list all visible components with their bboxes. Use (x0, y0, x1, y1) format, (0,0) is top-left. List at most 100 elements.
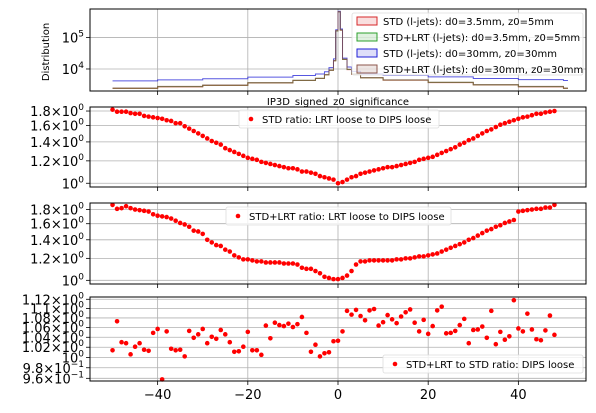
data-point (430, 154, 435, 160)
data-point (295, 262, 300, 267)
data-point (286, 261, 291, 266)
y-tick-exponent: 0 (78, 134, 84, 144)
data-point (110, 107, 115, 112)
legend-marker (235, 213, 241, 219)
data-point (439, 304, 445, 309)
data-point (376, 258, 381, 263)
data-point (110, 202, 115, 208)
y-tick-base: 10 (62, 331, 79, 346)
data-point (254, 259, 260, 264)
data-point (114, 206, 120, 212)
data-point (313, 342, 318, 348)
data-point (204, 340, 210, 346)
y-tick-label: 1.6×100 (30, 216, 84, 233)
data-point (461, 240, 467, 245)
y-tick-label: 105 (62, 29, 84, 46)
data-point (304, 266, 309, 272)
data-point (182, 123, 187, 129)
data-point (389, 258, 395, 263)
data-point (407, 256, 413, 261)
y-tick-mantissa: 1.12 (22, 293, 51, 308)
y-tick-base: 10 (62, 322, 79, 337)
data-point (173, 218, 178, 224)
data-point (164, 214, 169, 220)
y-tick-label: 1.8×100 (30, 103, 84, 120)
data-point (177, 220, 183, 226)
data-point (119, 339, 124, 345)
y-tick-times: × (51, 322, 62, 337)
data-point (137, 340, 142, 346)
data-point (380, 165, 386, 171)
data-point (155, 115, 160, 121)
data-point (398, 162, 404, 168)
data-point (525, 207, 530, 213)
y-tick-exponent: 0 (78, 349, 84, 359)
y-tick-label: 1.4×100 (30, 232, 84, 249)
y-tick-base: 10 (54, 372, 71, 387)
data-point (484, 335, 490, 341)
data-point (403, 309, 408, 315)
data-point (295, 167, 300, 172)
y-tick-times: × (51, 155, 62, 170)
legend-label: STD+LRT (l-jets): d0=30mm, z0=30mm (383, 65, 583, 76)
y-tick-base: 10 (62, 136, 79, 151)
data-point (322, 351, 327, 356)
data-point (110, 347, 115, 353)
data-point (281, 164, 287, 170)
y-tick-times: × (43, 362, 54, 377)
data-point (254, 157, 260, 163)
data-point (371, 168, 377, 173)
data-point (529, 112, 535, 118)
data-point (547, 313, 553, 318)
data-point (443, 148, 449, 154)
data-point (552, 202, 557, 208)
data-point (231, 149, 237, 155)
data-point (241, 344, 246, 350)
data-point (358, 171, 363, 177)
y-tick-label: 9.6×10−1 (23, 370, 84, 387)
data-point (367, 308, 372, 313)
data-point (227, 249, 233, 254)
data-point (439, 249, 445, 254)
data-point (250, 347, 255, 353)
data-point (128, 205, 133, 211)
data-point (304, 169, 309, 174)
y-tick-mantissa: 1.1 (30, 303, 51, 318)
data-point (209, 138, 215, 144)
data-point (331, 177, 336, 182)
data-point (498, 222, 503, 228)
data-point (362, 318, 368, 323)
data-point (259, 352, 264, 358)
y-tick-mantissa: 1.4 (30, 136, 51, 151)
y-tick-label: 100 (62, 349, 85, 366)
data-point (322, 174, 327, 180)
data-point (263, 323, 269, 328)
y-tick-mantissa: 1.06 (22, 322, 51, 337)
data-point (182, 222, 187, 227)
data-point (358, 259, 363, 264)
data-point (507, 219, 512, 224)
data-point (159, 116, 165, 122)
y-tick-exponent: −1 (71, 360, 84, 370)
data-point (470, 327, 476, 333)
data-point (371, 258, 377, 263)
data-point (516, 209, 521, 214)
data-point (204, 237, 210, 243)
data-point (479, 230, 485, 236)
data-point (268, 260, 273, 265)
y-tick-label: 1.2×100 (30, 153, 84, 170)
data-point (281, 261, 287, 266)
data-point (529, 327, 535, 332)
legend-label: STD (l-jets): d0=30mm, z0=30mm (383, 49, 557, 60)
y-tick-base: 10 (62, 105, 79, 120)
data-point (376, 323, 381, 328)
legend-box (351, 12, 584, 76)
data-point (200, 133, 206, 139)
y-tick-label: 1.08×100 (22, 310, 84, 327)
legend-label: STD (l-jets): d0=3.5mm, z0=5mm (383, 17, 554, 28)
data-point (241, 153, 246, 159)
y-tick-base: 10 (62, 63, 79, 78)
data-point (186, 224, 192, 230)
data-point (155, 213, 160, 218)
